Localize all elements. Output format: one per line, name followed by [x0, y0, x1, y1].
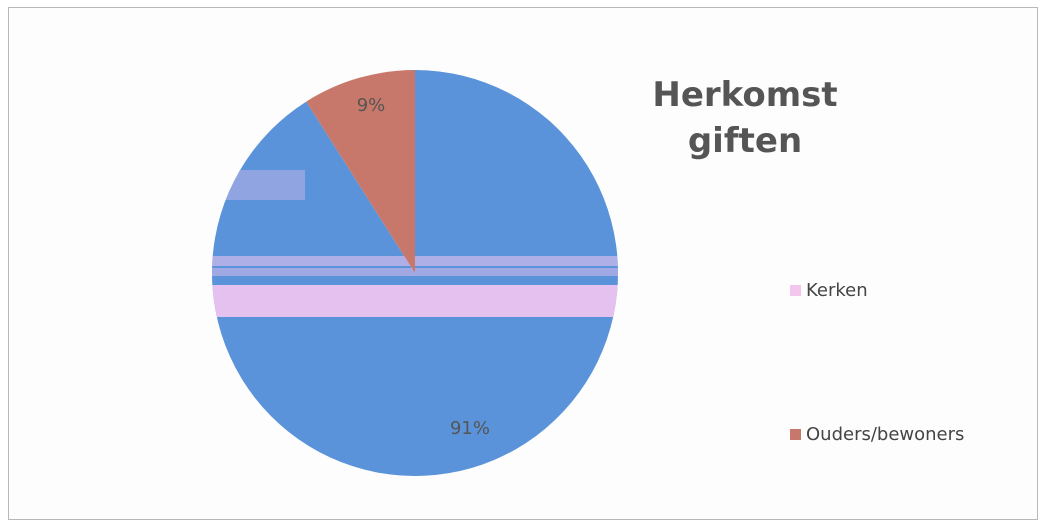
data-label-ouders-bewoners: 9%: [357, 95, 386, 116]
legend-swatch-kerken: [790, 285, 801, 296]
chart-title-line-1: Herkomst: [652, 75, 838, 115]
legend-swatch-ouders-bewoners: [790, 429, 801, 440]
legend-item-kerken: Kerken: [790, 280, 868, 301]
pie-slice-ouders-bewoners: [306, 70, 415, 273]
chart-title-line-2: giften: [687, 121, 803, 161]
legend-item-ouders-bewoners: Ouders/bewoners: [790, 424, 964, 445]
texture-band: [212, 170, 305, 200]
texture-band: [212, 285, 618, 317]
data-label-kerken: 91%: [450, 418, 490, 439]
pie-slices: [211, 70, 619, 476]
legend-label-ouders-bewoners: Ouders/bewoners: [806, 424, 965, 445]
legend-label-kerken: Kerken: [806, 280, 868, 301]
chart-title: Herkomst giften: [650, 72, 840, 164]
data-labels: 91% 9%: [357, 95, 490, 439]
